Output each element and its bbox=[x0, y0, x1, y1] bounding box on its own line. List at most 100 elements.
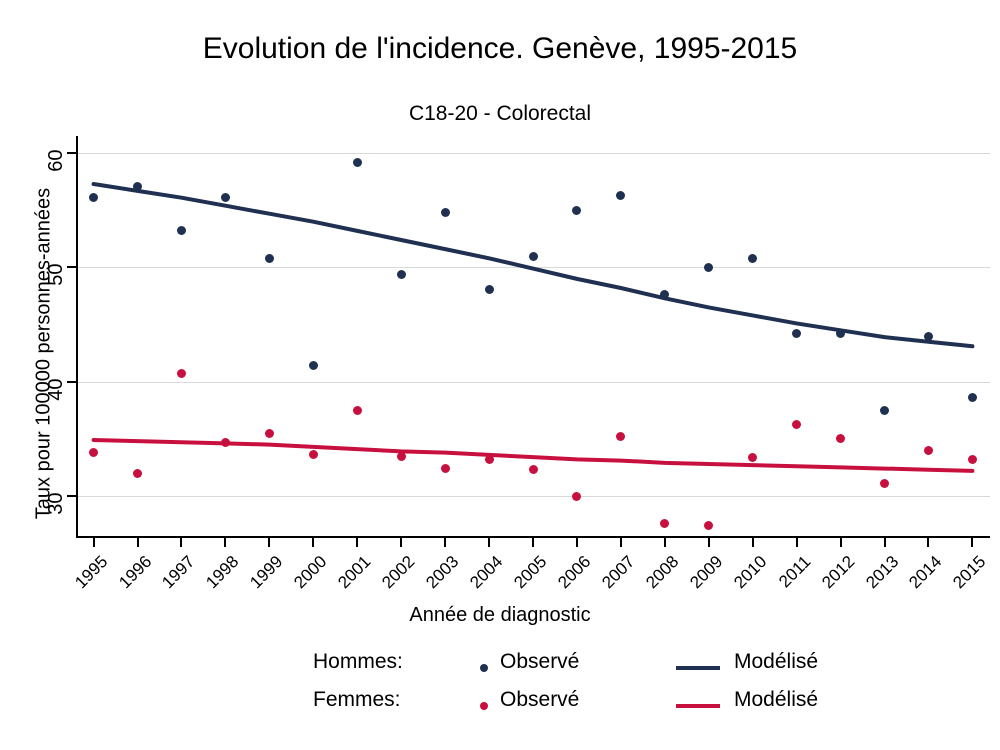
x-tick bbox=[927, 538, 930, 547]
data-point bbox=[792, 419, 802, 429]
x-tick bbox=[180, 538, 183, 547]
legend-line-swatch-femmes bbox=[676, 704, 720, 708]
x-tick-label: 2004 bbox=[466, 552, 507, 593]
x-tick-label: 2007 bbox=[598, 552, 639, 593]
legend-line-swatch-hommes bbox=[676, 666, 720, 670]
data-point bbox=[836, 434, 846, 444]
legend-modelled-label-hommes: Modélisé bbox=[734, 650, 819, 673]
x-tick bbox=[707, 538, 710, 547]
data-point bbox=[440, 464, 450, 474]
x-tick bbox=[312, 538, 315, 547]
legend-category-label: Hommes: bbox=[313, 650, 403, 673]
x-tick bbox=[751, 538, 754, 547]
legend-modelled-label-femmes: Modélisé bbox=[734, 688, 819, 711]
y-tick bbox=[67, 495, 76, 497]
data-point bbox=[396, 451, 406, 461]
y-axis-line bbox=[76, 136, 78, 536]
series-layer bbox=[91, 182, 975, 473]
x-tick-label: 2011 bbox=[774, 552, 815, 592]
gridline bbox=[76, 496, 990, 497]
x-tick bbox=[795, 538, 798, 547]
data-point bbox=[572, 205, 582, 215]
data-point bbox=[967, 393, 977, 403]
x-tick-label: 1996 bbox=[114, 552, 155, 593]
data-point bbox=[308, 361, 318, 371]
x-tick-label: 2009 bbox=[686, 552, 727, 593]
data-point bbox=[616, 190, 626, 200]
data-point bbox=[220, 193, 230, 203]
legend-observed-label-femmes: Observé bbox=[500, 688, 580, 711]
x-tick-label: 2008 bbox=[642, 552, 683, 593]
x-tick-label: 2014 bbox=[905, 552, 946, 593]
data-point bbox=[748, 452, 758, 462]
x-axis-line bbox=[76, 536, 990, 538]
x-tick-label: 2015 bbox=[949, 552, 990, 593]
x-tick bbox=[224, 538, 227, 547]
x-axis-label: Année de diagnostic bbox=[409, 604, 591, 626]
chart-subtitle: C18-20 - Colorectal bbox=[408, 102, 592, 125]
trend-line bbox=[91, 438, 975, 473]
x-tick-label: 2002 bbox=[378, 552, 419, 593]
x-tick bbox=[356, 538, 359, 547]
data-point bbox=[704, 521, 714, 531]
x-tick-label: 2005 bbox=[510, 552, 551, 593]
data-point bbox=[396, 269, 406, 279]
data-point bbox=[484, 284, 494, 294]
x-tick-label: 2012 bbox=[817, 552, 859, 593]
trend-line bbox=[91, 182, 975, 349]
data-point bbox=[660, 518, 670, 528]
data-point bbox=[836, 329, 846, 339]
x-tick-label: 1995 bbox=[70, 552, 111, 593]
data-point bbox=[89, 193, 99, 203]
data-point bbox=[176, 369, 186, 379]
data-point bbox=[264, 253, 274, 263]
data-point bbox=[880, 478, 890, 488]
x-tick-label: 2006 bbox=[554, 552, 595, 593]
data-point bbox=[89, 448, 99, 458]
data-point bbox=[528, 251, 538, 261]
data-point bbox=[220, 437, 230, 447]
y-tick-label-text: 60 bbox=[44, 149, 67, 172]
chart-title: Evolution de l'incidence. Genève, 1995-2… bbox=[202, 32, 798, 65]
data-point bbox=[352, 157, 362, 167]
y-tick-label-text: 30 bbox=[44, 492, 67, 515]
x-tick-label: 1999 bbox=[246, 552, 287, 593]
data-point bbox=[352, 405, 362, 415]
y-tick bbox=[67, 266, 76, 269]
data-point bbox=[660, 290, 670, 300]
x-tick bbox=[575, 538, 578, 547]
data-point bbox=[440, 208, 450, 218]
x-tick bbox=[532, 538, 534, 547]
x-tick-label: 1997 bbox=[158, 552, 199, 593]
legend-marker-dot-femmes bbox=[480, 702, 488, 710]
x-tick bbox=[92, 538, 95, 547]
data-point bbox=[528, 465, 538, 475]
legend-row-femmes: Femmes: Observé Modélisé bbox=[0, 688, 1000, 726]
x-tick bbox=[971, 538, 974, 547]
y-tick-label-text: 50 bbox=[44, 263, 67, 287]
data-point bbox=[484, 454, 494, 464]
data-point bbox=[572, 491, 582, 501]
x-tick bbox=[444, 538, 447, 547]
legend-row-hommes: Hommes: Observé Modélisé bbox=[0, 650, 1000, 688]
x-tick bbox=[136, 538, 139, 547]
x-tick bbox=[839, 538, 842, 547]
y-tick bbox=[67, 380, 76, 383]
y-tick bbox=[67, 152, 76, 155]
data-point bbox=[967, 454, 977, 464]
gridline bbox=[76, 153, 990, 155]
x-tick-label: 1998 bbox=[202, 552, 243, 593]
data-point bbox=[748, 253, 758, 263]
x-tick-label: 2013 bbox=[861, 552, 902, 593]
data-point bbox=[616, 432, 626, 442]
chart-legend: Hommes: Observé Modélisé Femmes: Observé… bbox=[0, 650, 1000, 726]
data-point bbox=[264, 428, 274, 438]
x-tick bbox=[488, 538, 491, 547]
gridline bbox=[76, 381, 990, 383]
x-tick-label: 2003 bbox=[422, 552, 463, 593]
data-point bbox=[308, 450, 318, 460]
data-point bbox=[923, 445, 933, 455]
x-tick bbox=[619, 538, 622, 547]
data-point bbox=[176, 226, 186, 236]
